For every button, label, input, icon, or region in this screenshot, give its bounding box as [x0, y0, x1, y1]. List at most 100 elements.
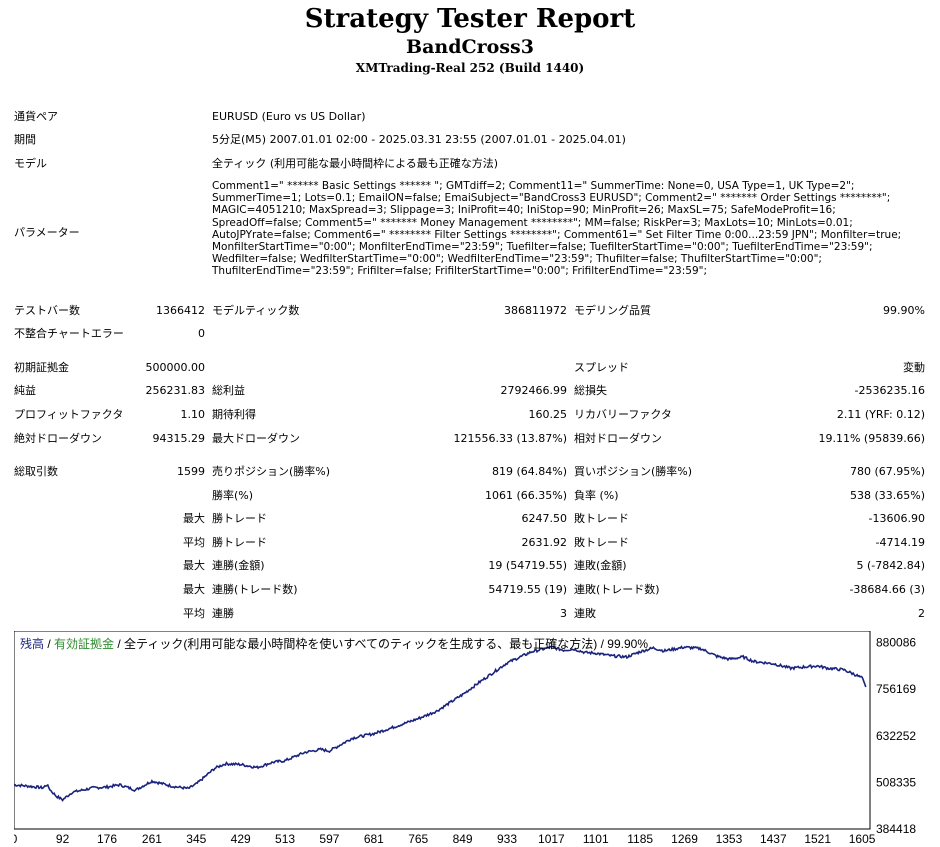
gross-profit-value: 2792466.99 — [500, 384, 567, 397]
ticks-label: モデルティック数 — [212, 304, 300, 317]
x-tick-label: 345 — [186, 832, 206, 845]
cons-win-cnt-value: 54719.55 (19) — [488, 583, 567, 596]
x-tick-label: 1269 — [671, 832, 698, 845]
bars-label: テストバー数 — [14, 304, 80, 317]
long-value: 780 (67.95%) — [849, 465, 925, 478]
x-tick-label: 92 — [56, 832, 70, 845]
avg-cons-win-label: 連勝 — [212, 607, 234, 620]
largest-word: 最大 — [183, 512, 205, 525]
abs-dd-label: 絶対ドローダウン — [14, 432, 102, 445]
pair-value: EURUSD (Euro vs US Dollar) — [212, 110, 366, 123]
rel-dd-value: 19.11% (95839.66) — [818, 432, 925, 445]
x-tick-label: 429 — [231, 832, 251, 845]
params-value: Comment1=" ****** Basic Settings ****** … — [212, 180, 902, 278]
largest-win-value: 6247.50 — [521, 512, 568, 525]
x-tick-label: 681 — [364, 832, 384, 845]
x-tick-label: 513 — [275, 832, 295, 845]
short-label: 売りポジション(勝率%) — [212, 465, 331, 478]
y-tick-label: 384418 — [876, 822, 916, 836]
trades-value: 1599 — [177, 465, 205, 478]
gross-loss-value: -2536235.16 — [854, 384, 925, 397]
x-tick-label: 1521 — [804, 832, 831, 845]
y-tick-label: 756169 — [876, 682, 916, 696]
x-tick-label: 1437 — [760, 832, 787, 845]
pf-value: 1.10 — [180, 408, 206, 421]
net-label: 純益 — [14, 384, 36, 397]
y-tick-label: 508335 — [876, 775, 916, 789]
report-title: Strategy Tester Report — [304, 4, 636, 34]
loss-rate-value: 538 (33.65%) — [849, 489, 925, 502]
avg-loss-label: 敗トレード — [574, 536, 629, 549]
short-value: 819 (64.84%) — [491, 465, 567, 478]
balance-line — [14, 645, 867, 802]
recovery-label: リカバリーファクタ — [574, 408, 672, 421]
period-label: 期間 — [14, 133, 36, 146]
avg-loss-value: -4714.19 — [875, 536, 925, 549]
server-name: XMTrading-Real 252 (Build 1440) — [355, 61, 585, 75]
cons-loss-cnt-label: 連敗(トレード数) — [574, 583, 660, 596]
avg-win-label: 勝トレード — [212, 536, 267, 549]
avg-cons-loss-label: 連敗 — [574, 607, 596, 620]
y-tick-label: 880086 — [876, 636, 916, 650]
avg-win-value: 2631.92 — [521, 536, 568, 549]
period-value: 5分足(M5) 2007.01.01 02:00 - 2025.03.31 23… — [212, 133, 626, 146]
largest-loss-label: 敗トレード — [574, 512, 629, 525]
y-tick-label: 632252 — [876, 729, 916, 743]
deposit-label: 初期証拠金 — [14, 361, 69, 374]
recovery-value: 2.11 (YRF: 0.12) — [836, 408, 925, 421]
report-subtitle: BandCross3 — [406, 36, 534, 58]
x-tick-label: 1017 — [538, 832, 565, 845]
x-tick-label: 261 — [142, 832, 162, 845]
gross-loss-label: 総損失 — [574, 384, 607, 397]
legend-equity: 有効証拠金 — [54, 636, 114, 651]
cons-loss-amt-label: 連敗(金額) — [574, 559, 627, 572]
x-tick-label: 1101 — [583, 832, 609, 845]
bars-value: 1366412 — [156, 304, 205, 317]
payoff-value: 160.25 — [528, 408, 568, 421]
spread-value: 変動 — [903, 361, 925, 374]
chart-frame — [14, 631, 871, 830]
report-header: Strategy Tester Report BandCross3 XMTrad… — [0, 4, 940, 76]
deposit-value: 500000.00 — [145, 361, 206, 374]
cons-loss-cnt-value: -38684.66 (3) — [849, 583, 925, 596]
x-tick-label: 0 — [14, 832, 18, 845]
max-dd-label: 最大ドローダウン — [212, 432, 300, 445]
model-value: 全ティック (利用可能な最小時間枠による最も正確な方法) — [212, 157, 499, 170]
legend-rest: / 全ティック(利用可能な最小時間枠を使いすべてのティックを生成する、最も正確な… — [114, 636, 648, 651]
avg-cons-word: 平均 — [183, 607, 205, 620]
x-tick-label: 933 — [497, 832, 517, 845]
net-value: 256231.83 — [145, 384, 206, 397]
x-tick-label: 1353 — [716, 832, 743, 845]
pair-label: 通貨ペア — [14, 110, 58, 123]
x-tick-label: 176 — [97, 832, 117, 845]
trades-label: 総取引数 — [14, 465, 58, 478]
ticks-value: 386811972 — [504, 304, 567, 317]
win-rate-value: 1061 (66.35%) — [484, 489, 567, 502]
legend-sep: / — [44, 637, 54, 651]
chart-legend: 残高 / 有効証拠金 / 全ティック(利用可能な最小時間枠を使いすべてのティック… — [20, 636, 648, 651]
long-label: 買いポジション(勝率%) — [574, 465, 693, 478]
win-rate-label: 勝率(%) — [212, 489, 254, 502]
loss-rate-label: 負率 (%) — [574, 489, 619, 502]
params-label: パラメーター — [14, 226, 80, 239]
largest-win-label: 勝トレード — [212, 512, 267, 525]
avg-cons-loss-value: 2 — [918, 607, 925, 620]
cons-loss-amt-value: 5 (-7842.84) — [856, 559, 925, 572]
cons-win-amt-label: 連勝(金額) — [212, 559, 265, 572]
largest-loss-value: -13606.90 — [868, 512, 925, 525]
max-cons-cnt-word: 最大 — [183, 583, 205, 596]
avg-cons-win-value: 3 — [560, 607, 567, 620]
cons-win-amt-value: 19 (54719.55) — [488, 559, 567, 572]
spread-label: スプレッド — [574, 361, 629, 374]
mismatch-label: 不整合チャートエラー — [14, 327, 124, 340]
mismatch-value: 0 — [198, 327, 205, 340]
payoff-label: 期待利得 — [212, 408, 256, 421]
abs-dd-value: 94315.29 — [152, 432, 206, 445]
quality-value: 99.90% — [883, 304, 925, 317]
rel-dd-label: 相対ドローダウン — [574, 432, 662, 445]
legend-balance: 残高 — [20, 636, 44, 651]
x-tick-label: 1605 — [849, 832, 876, 845]
x-tick-label: 1185 — [627, 832, 653, 845]
max-cons-amt-word: 最大 — [183, 559, 205, 572]
cons-win-cnt-label: 連勝(トレード数) — [212, 583, 298, 596]
